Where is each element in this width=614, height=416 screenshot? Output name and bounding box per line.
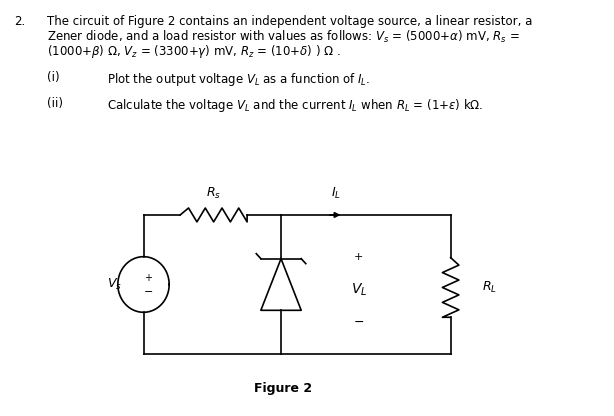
Text: (1000+$\beta$) $\Omega$, $V_z$ = (3300+$\gamma$) mV, $R_z$ = (10+$\delta$) ) $\O: (1000+$\beta$) $\Omega$, $V_z$ = (3300+$… (47, 43, 341, 60)
Text: $R_s$: $R_s$ (206, 186, 221, 201)
Text: +: + (354, 252, 363, 262)
Text: 2.: 2. (14, 15, 25, 28)
Text: (ii): (ii) (47, 97, 63, 110)
Text: Figure 2: Figure 2 (254, 382, 312, 395)
Text: Zener diode, and a load resistor with values as follows: $V_s$ = (5000+$\alpha$): Zener diode, and a load resistor with va… (47, 29, 520, 45)
Text: Plot the output voltage $V_L$ as a function of $I_L$.: Plot the output voltage $V_L$ as a funct… (107, 71, 370, 88)
Text: Calculate the voltage $V_L$ and the current $I_L$ when $R_L$ = (1+$\varepsilon$): Calculate the voltage $V_L$ and the curr… (107, 97, 483, 114)
Text: $V_L$: $V_L$ (351, 281, 367, 298)
Text: $V_s$: $V_s$ (107, 277, 122, 292)
Text: $I_L$: $I_L$ (331, 186, 341, 201)
Text: −: − (144, 287, 153, 297)
Text: −: − (354, 316, 364, 329)
Text: (i): (i) (47, 71, 60, 84)
Text: The circuit of Figure 2 contains an independent voltage source, a linear resisto: The circuit of Figure 2 contains an inde… (47, 15, 532, 28)
Text: $R_L$: $R_L$ (481, 280, 497, 295)
Text: +: + (144, 272, 152, 282)
